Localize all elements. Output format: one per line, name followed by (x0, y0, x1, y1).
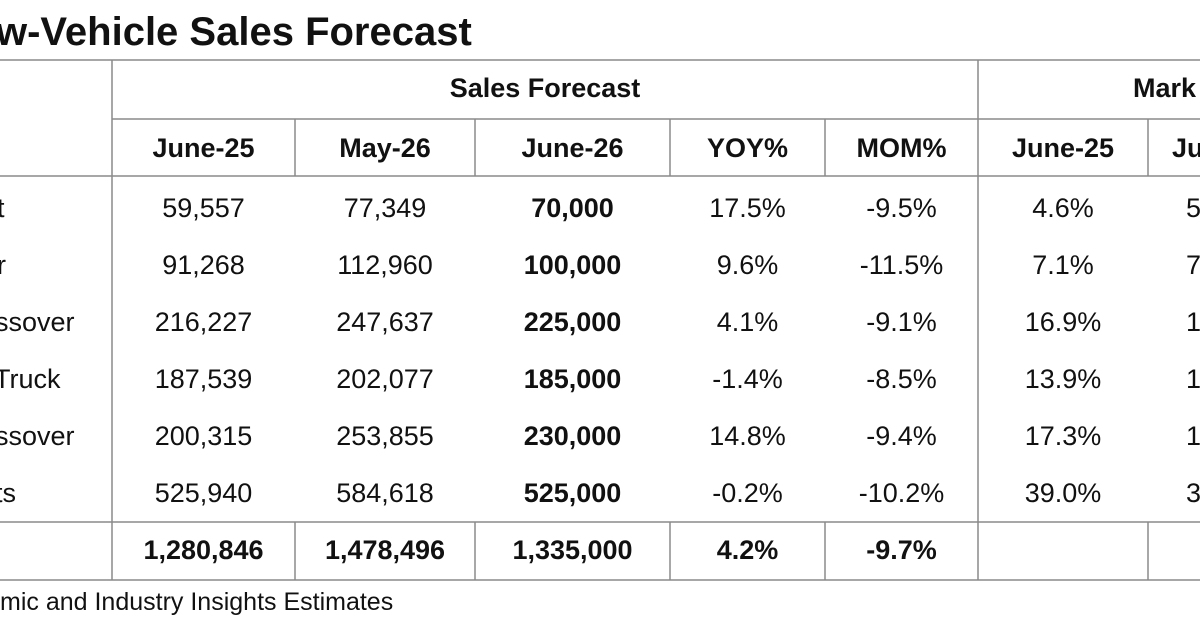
group-header-market: Mark (1133, 73, 1197, 103)
table-cell: -0.2% (712, 478, 783, 508)
table-title: w-Vehicle Sales Forecast (0, 10, 472, 54)
row-label: ssover (0, 421, 75, 451)
column-header: June-26 (521, 133, 624, 163)
table-cell: 253,855 (336, 421, 434, 451)
column-header: May-26 (339, 133, 431, 163)
total-cell: 1,280,846 (143, 535, 264, 565)
total-cell: 4.2% (716, 535, 779, 565)
table-cell: 17.5% (709, 193, 786, 223)
table-cell: 16.9% (1024, 307, 1102, 337)
table-cell: 1 (1186, 364, 1200, 394)
table-cell: 13.9% (1024, 364, 1102, 394)
row-label: Truck (0, 364, 61, 394)
table-cell: -10.2% (858, 478, 945, 508)
table-cell: 3 (1186, 478, 1200, 508)
table-cell: 14.8% (709, 421, 786, 451)
table-cell: 7 (1186, 250, 1200, 280)
row-label: ssover (0, 307, 75, 337)
table-cell: 1 (1186, 307, 1200, 337)
table-cell: 39.0% (1024, 478, 1102, 508)
table-cell: -1.4% (712, 364, 783, 394)
table-cell: -9.5% (866, 193, 937, 223)
table-cell: -9.1% (866, 307, 937, 337)
column-header: June-25 (152, 133, 255, 163)
table-cell: 4.6% (1032, 193, 1094, 223)
table-cell: 7.1% (1032, 250, 1094, 280)
total-cell: 1,335,000 (512, 535, 633, 565)
table-cell: 5 (1186, 193, 1200, 223)
table-cell: 230,000 (523, 421, 622, 451)
group-header-sales-forecast: Sales Forecast (449, 73, 641, 103)
table-cell: 216,227 (154, 307, 253, 337)
table-cell: -11.5% (859, 250, 944, 280)
table-cell: 77,349 (343, 193, 427, 223)
column-header: YOY% (706, 133, 789, 163)
column-header: MOM% (856, 133, 947, 163)
table-cell: 91,268 (162, 250, 245, 280)
table-cell: 187,539 (154, 364, 253, 394)
column-header: June-25 (1011, 133, 1115, 163)
table-cell: 4.1% (716, 307, 779, 337)
row-label: ts (0, 478, 17, 508)
total-cell: -9.7% (866, 535, 937, 565)
column-header: Ju (1172, 133, 1200, 163)
source-note: mic and Industry Insights Estimates (0, 588, 394, 616)
table-cell: 1 (1186, 421, 1200, 451)
row-label: t (0, 193, 5, 223)
table-cell: 525,940 (154, 478, 253, 508)
table-cell: 225,000 (523, 307, 622, 337)
table-cell: 584,618 (336, 478, 434, 508)
table-cell: 59,557 (162, 193, 245, 223)
table-cell: 525,000 (523, 478, 622, 508)
table-cell: 247,637 (336, 307, 434, 337)
table-cell: 185,000 (523, 364, 622, 394)
table-cell: 200,315 (154, 421, 253, 451)
table-cell: -8.5% (866, 364, 937, 394)
row-label: r (0, 250, 6, 280)
total-cell: 1,478,496 (324, 535, 446, 565)
table-cell: 17.3% (1024, 421, 1102, 451)
table-cell: 202,077 (336, 364, 434, 394)
table-cell: 100,000 (523, 250, 622, 280)
table-cell: 9.6% (716, 250, 779, 280)
table-cell: -9.4% (866, 421, 937, 451)
table-cell: 112,960 (337, 250, 433, 280)
table-cell: 70,000 (531, 193, 614, 223)
